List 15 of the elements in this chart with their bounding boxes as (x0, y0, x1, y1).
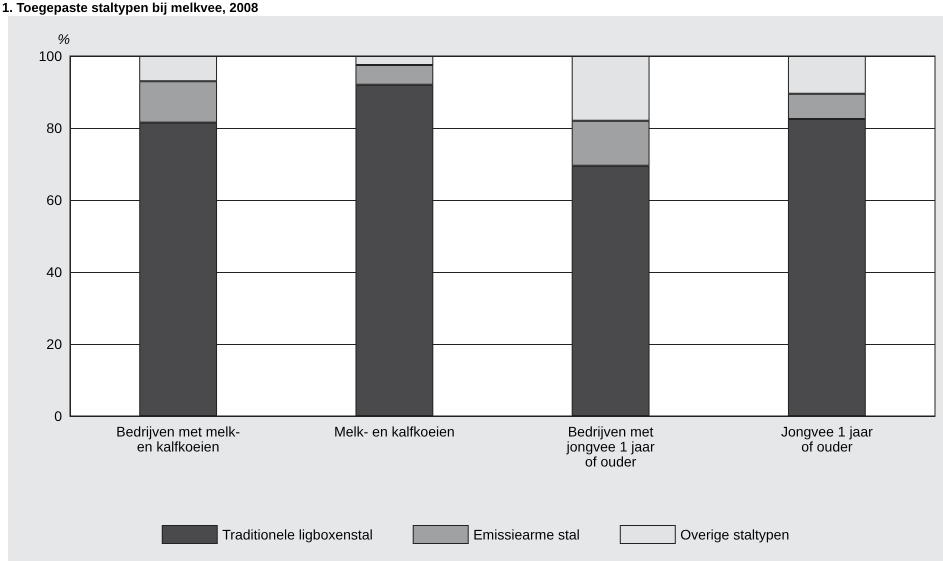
y-tick-label: 20 (46, 336, 62, 352)
y-tick-label: 0 (54, 408, 62, 424)
y-tick-label: 100 (38, 48, 62, 64)
chart-title: 1. Toegepaste staltypen bij melkvee, 2008 (1, 0, 258, 16)
legend-label: Overige staltypen (680, 526, 790, 542)
legend-label: Traditionele ligboxenstal (222, 526, 373, 542)
x-tick-label: Bedrijven met melk- en kalfkoeien (116, 424, 240, 454)
x-tick-label: Jongvee 1 jaar of ouder (780, 424, 874, 454)
y-tick-label: 60 (46, 192, 62, 208)
legend-label: Emissiearme stal (473, 526, 580, 542)
y-tick-label: 80 (46, 120, 62, 136)
y-tick-label: 40 (46, 264, 62, 280)
x-tick-label: Melk- en kalfkoeien (334, 424, 455, 440)
x-tick-label: Bedrijven met jongvee 1 jaar of ouder (566, 424, 655, 470)
y-axis-title: % (58, 31, 70, 47)
